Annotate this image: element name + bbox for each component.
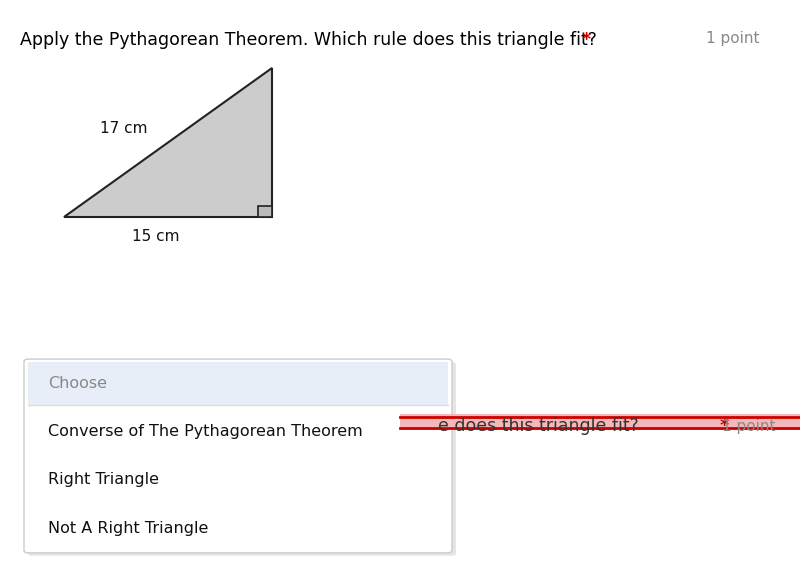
Text: Right Triangle: Right Triangle [48,473,159,487]
Text: 17 cm: 17 cm [100,121,148,136]
FancyBboxPatch shape [24,359,452,553]
Text: e does this triangle fit?: e does this triangle fit? [438,417,639,435]
Text: Choose: Choose [48,376,107,391]
Text: 15 cm: 15 cm [132,229,180,244]
Polygon shape [64,68,272,217]
Bar [28,362,448,405]
Text: 1 point: 1 point [706,31,760,46]
Text: Converse of The Pythagorean Theorem: Converse of The Pythagorean Theorem [48,424,362,439]
Text: 1 point: 1 point [722,419,776,434]
Bar [400,414,800,430]
FancyBboxPatch shape [28,362,456,556]
Text: Not A Right Triangle: Not A Right Triangle [48,521,208,536]
Bar [258,206,272,217]
Text: Apply the Pythagorean Theorem. Which rule does this triangle fit?: Apply the Pythagorean Theorem. Which rul… [20,31,597,50]
Text: *: * [714,417,730,435]
Text: *: * [576,31,591,50]
